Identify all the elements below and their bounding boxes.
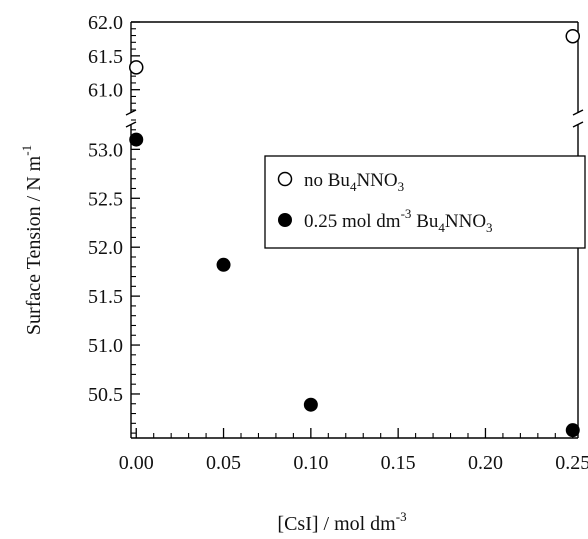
x-tick-label: 0.00 [119, 452, 154, 474]
data-point-no-bu4nno3 [128, 60, 144, 75]
legend-box [264, 155, 586, 249]
y-tick-label: 62.0 [88, 12, 123, 34]
x-axis: 0.00 0.05 0.10 0.15 0.20 0.25 [119, 428, 588, 474]
right-break-mark-lower [572, 121, 584, 128]
y-tick-label: 50.5 [88, 384, 123, 406]
x-tick-label: 0.20 [468, 452, 503, 474]
legend-entry-no-bu4nno3: no Bu4NNO3 [304, 170, 404, 194]
legend: no Bu4NNO3 0.25 mol dm-3 Bu4NNO3 [264, 155, 586, 249]
data-point-025-bu4nno3 [565, 423, 580, 438]
x-tick-label: 0.15 [381, 452, 416, 474]
y-tick-label: 52.5 [88, 188, 123, 210]
y-tick-label: 51.5 [88, 286, 123, 308]
y-tick-label: 61.5 [88, 46, 123, 68]
x-tick-label: 0.05 [206, 452, 241, 474]
y-tick-label: 51.0 [88, 335, 123, 357]
y-tick-label: 61.0 [88, 80, 123, 102]
right-break-mark-upper [572, 109, 584, 116]
y-tick-label: 53.0 [88, 139, 123, 161]
data-point-025-bu4nno3 [303, 397, 318, 412]
x-axis-label: [CsI] / mol dm-3 [277, 509, 406, 535]
legend-marker-open [277, 171, 293, 187]
x-tick-label: 0.25 [555, 452, 588, 474]
data-point-025-bu4nno3 [129, 132, 144, 147]
data-point-025-bu4nno3 [216, 257, 231, 272]
x-tick-label: 0.10 [293, 452, 328, 474]
data-point-no-bu4nno3 [565, 28, 581, 44]
y-tick-label: 52.0 [88, 237, 123, 259]
left-break-mark-lower [125, 121, 137, 128]
y-axis: 61.0 61.5 62.0 50.5 51.0 51.5 52.0 52.5 53.0 [88, 12, 140, 434]
left-break-mark-upper [125, 109, 137, 116]
data-points [128, 28, 581, 438]
legend-entry-025-bu4nno3: 0.25 mol dm-3 Bu4NNO3 [304, 206, 493, 235]
legend-marker-filled [278, 213, 292, 227]
y-axis-label: Surface Tension / N m-1 [19, 145, 45, 335]
